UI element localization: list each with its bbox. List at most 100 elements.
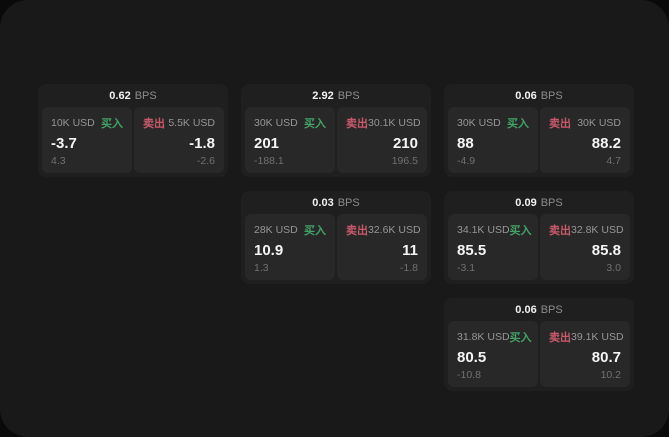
bps-header: 0.09 BPS — [444, 191, 634, 214]
bps-value: 0.03 — [312, 196, 334, 209]
buy-price: 85.5 — [457, 242, 487, 260]
buy-sub-value: -188.1 — [254, 154, 284, 167]
buy-size: 30K USD — [254, 117, 298, 129]
quote-card[interactable]: 0.03 BPS 28K USD 买入 10.9 1.3 卖出 32.6K US… — [241, 191, 431, 284]
buy-panel[interactable]: 28K USD 买入 10.9 1.3 — [245, 214, 335, 280]
bps-value: 0.06 — [515, 89, 537, 102]
buy-size: 30K USD — [457, 117, 501, 129]
sell-panel-header: 卖出 5.5K USD — [143, 115, 215, 131]
card-body: 31.8K USD 买入 80.5 -10.8 卖出 39.1K USD 80.… — [444, 321, 634, 391]
sell-label: 卖出 — [549, 118, 571, 130]
bps-unit-label: BPS — [134, 89, 157, 102]
buy-label: 买入 — [101, 118, 123, 130]
sell-panel-header: 卖出 30K USD — [549, 115, 621, 131]
sell-price: 80.7 — [591, 349, 621, 367]
sell-sub-value: -1.8 — [399, 261, 418, 274]
sell-sub-value: 3.0 — [606, 261, 621, 274]
sell-label: 卖出 — [143, 118, 165, 130]
bps-unit-label: BPS — [540, 196, 563, 209]
buy-price: 80.5 — [457, 349, 487, 367]
sell-price: 88.2 — [591, 135, 621, 153]
bps-unit-label: BPS — [540, 303, 563, 316]
sell-label: 卖出 — [346, 118, 368, 130]
sell-size: 39.1K USD — [571, 331, 624, 343]
sell-sub-value: -2.6 — [196, 154, 215, 167]
sell-panel[interactable]: 卖出 39.1K USD 80.7 10.2 — [540, 321, 630, 387]
buy-sub-value: 4.3 — [51, 154, 66, 167]
sell-panel[interactable]: 卖出 5.5K USD -1.8 -2.6 — [134, 107, 224, 173]
sell-panel[interactable]: 卖出 32.8K USD 85.8 3.0 — [540, 214, 630, 280]
sell-panel[interactable]: 卖出 30.1K USD 210 196.5 — [337, 107, 427, 173]
card-body: 28K USD 买入 10.9 1.3 卖出 32.6K USD 11 -1.8 — [241, 214, 431, 284]
buy-size: 31.8K USD — [457, 331, 510, 343]
card-body: 30K USD 买入 88 -4.9 卖出 30K USD 88.2 4.7 — [444, 107, 634, 177]
sell-panel-header: 卖出 30.1K USD — [346, 115, 421, 131]
sell-label: 卖出 — [549, 225, 571, 237]
bps-header: 0.62 BPS — [38, 84, 228, 107]
quote-card[interactable]: 0.06 BPS 31.8K USD 买入 80.5 -10.8 卖出 39.1… — [444, 298, 634, 391]
quote-card[interactable]: 2.92 BPS 30K USD 买入 201 -188.1 卖出 30.1K … — [241, 84, 431, 177]
buy-panel[interactable]: 10K USD 买入 -3.7 4.3 — [42, 107, 132, 173]
sell-price: 210 — [392, 135, 418, 153]
quote-card[interactable]: 0.06 BPS 30K USD 买入 88 -4.9 卖出 30K USD — [444, 84, 634, 177]
card-body: 10K USD 买入 -3.7 4.3 卖出 5.5K USD -1.8 -2.… — [38, 107, 228, 177]
bps-unit-label: BPS — [337, 89, 360, 102]
quote-card[interactable]: 0.62 BPS 10K USD 买入 -3.7 4.3 卖出 5.5K USD — [38, 84, 228, 177]
bps-header: 0.06 BPS — [444, 84, 634, 107]
buy-sub-value: 1.3 — [254, 261, 269, 274]
buy-label: 买入 — [507, 118, 529, 130]
buy-sub-value: -10.8 — [457, 368, 481, 381]
sell-label: 卖出 — [346, 225, 368, 237]
buy-panel-header: 28K USD 买入 — [254, 222, 326, 238]
quote-card[interactable]: 0.09 BPS 34.1K USD 买入 85.5 -3.1 卖出 32.8K… — [444, 191, 634, 284]
buy-label: 买入 — [509, 225, 532, 237]
sell-panel-header: 卖出 39.1K USD — [549, 329, 624, 345]
bps-value: 0.62 — [109, 89, 131, 102]
buy-sub-value: -3.1 — [457, 261, 476, 274]
bps-value: 0.09 — [515, 196, 537, 209]
sell-size: 32.6K USD — [368, 224, 421, 236]
bps-value: 2.92 — [312, 89, 334, 102]
sell-price: 85.8 — [591, 242, 621, 260]
bps-header: 2.92 BPS — [241, 84, 431, 107]
buy-sub-value: -4.9 — [457, 154, 476, 167]
card-body: 34.1K USD 买入 85.5 -3.1 卖出 32.8K USD 85.8… — [444, 214, 634, 284]
buy-panel[interactable]: 30K USD 买入 201 -188.1 — [245, 107, 335, 173]
buy-panel-header: 31.8K USD 买入 — [457, 329, 532, 345]
sell-panel[interactable]: 卖出 30K USD 88.2 4.7 — [540, 107, 630, 173]
buy-panel-header: 30K USD 买入 — [457, 115, 529, 131]
sell-panel-header: 卖出 32.6K USD — [346, 222, 421, 238]
buy-panel-header: 30K USD 买入 — [254, 115, 326, 131]
sell-panel[interactable]: 卖出 32.6K USD 11 -1.8 — [337, 214, 427, 280]
buy-label: 买入 — [304, 225, 326, 237]
buy-price: -3.7 — [51, 135, 77, 153]
buy-panel[interactable]: 34.1K USD 买入 85.5 -3.1 — [448, 214, 538, 280]
sell-label: 卖出 — [549, 332, 571, 344]
buy-label: 买入 — [304, 118, 326, 130]
buy-price: 201 — [254, 135, 280, 153]
sell-size: 5.5K USD — [168, 117, 215, 129]
buy-panel[interactable]: 31.8K USD 买入 80.5 -10.8 — [448, 321, 538, 387]
card-body: 30K USD 买入 201 -188.1 卖出 30.1K USD 210 1… — [241, 107, 431, 177]
sell-sub-value: 10.2 — [600, 368, 621, 381]
buy-panel-header: 34.1K USD 买入 — [457, 222, 532, 238]
bps-value: 0.06 — [515, 303, 537, 316]
buy-size: 34.1K USD — [457, 224, 510, 236]
bps-unit-label: BPS — [540, 89, 563, 102]
bps-header: 0.06 BPS — [444, 298, 634, 321]
sell-sub-value: 196.5 — [391, 154, 418, 167]
sell-price: -1.8 — [189, 135, 215, 153]
buy-size: 28K USD — [254, 224, 298, 236]
quote-grid: 0.62 BPS 10K USD 买入 -3.7 4.3 卖出 5.5K USD — [38, 84, 634, 391]
buy-price: 88 — [457, 135, 474, 153]
sell-panel-header: 卖出 32.8K USD — [549, 222, 624, 238]
sell-sub-value: 4.7 — [606, 154, 621, 167]
sell-size: 30K USD — [577, 117, 621, 129]
bps-header: 0.03 BPS — [241, 191, 431, 214]
buy-price: 10.9 — [254, 242, 284, 260]
buy-panel-header: 10K USD 买入 — [51, 115, 123, 131]
sell-size: 32.8K USD — [571, 224, 624, 236]
sell-size: 30.1K USD — [368, 117, 421, 129]
buy-panel[interactable]: 30K USD 买入 88 -4.9 — [448, 107, 538, 173]
